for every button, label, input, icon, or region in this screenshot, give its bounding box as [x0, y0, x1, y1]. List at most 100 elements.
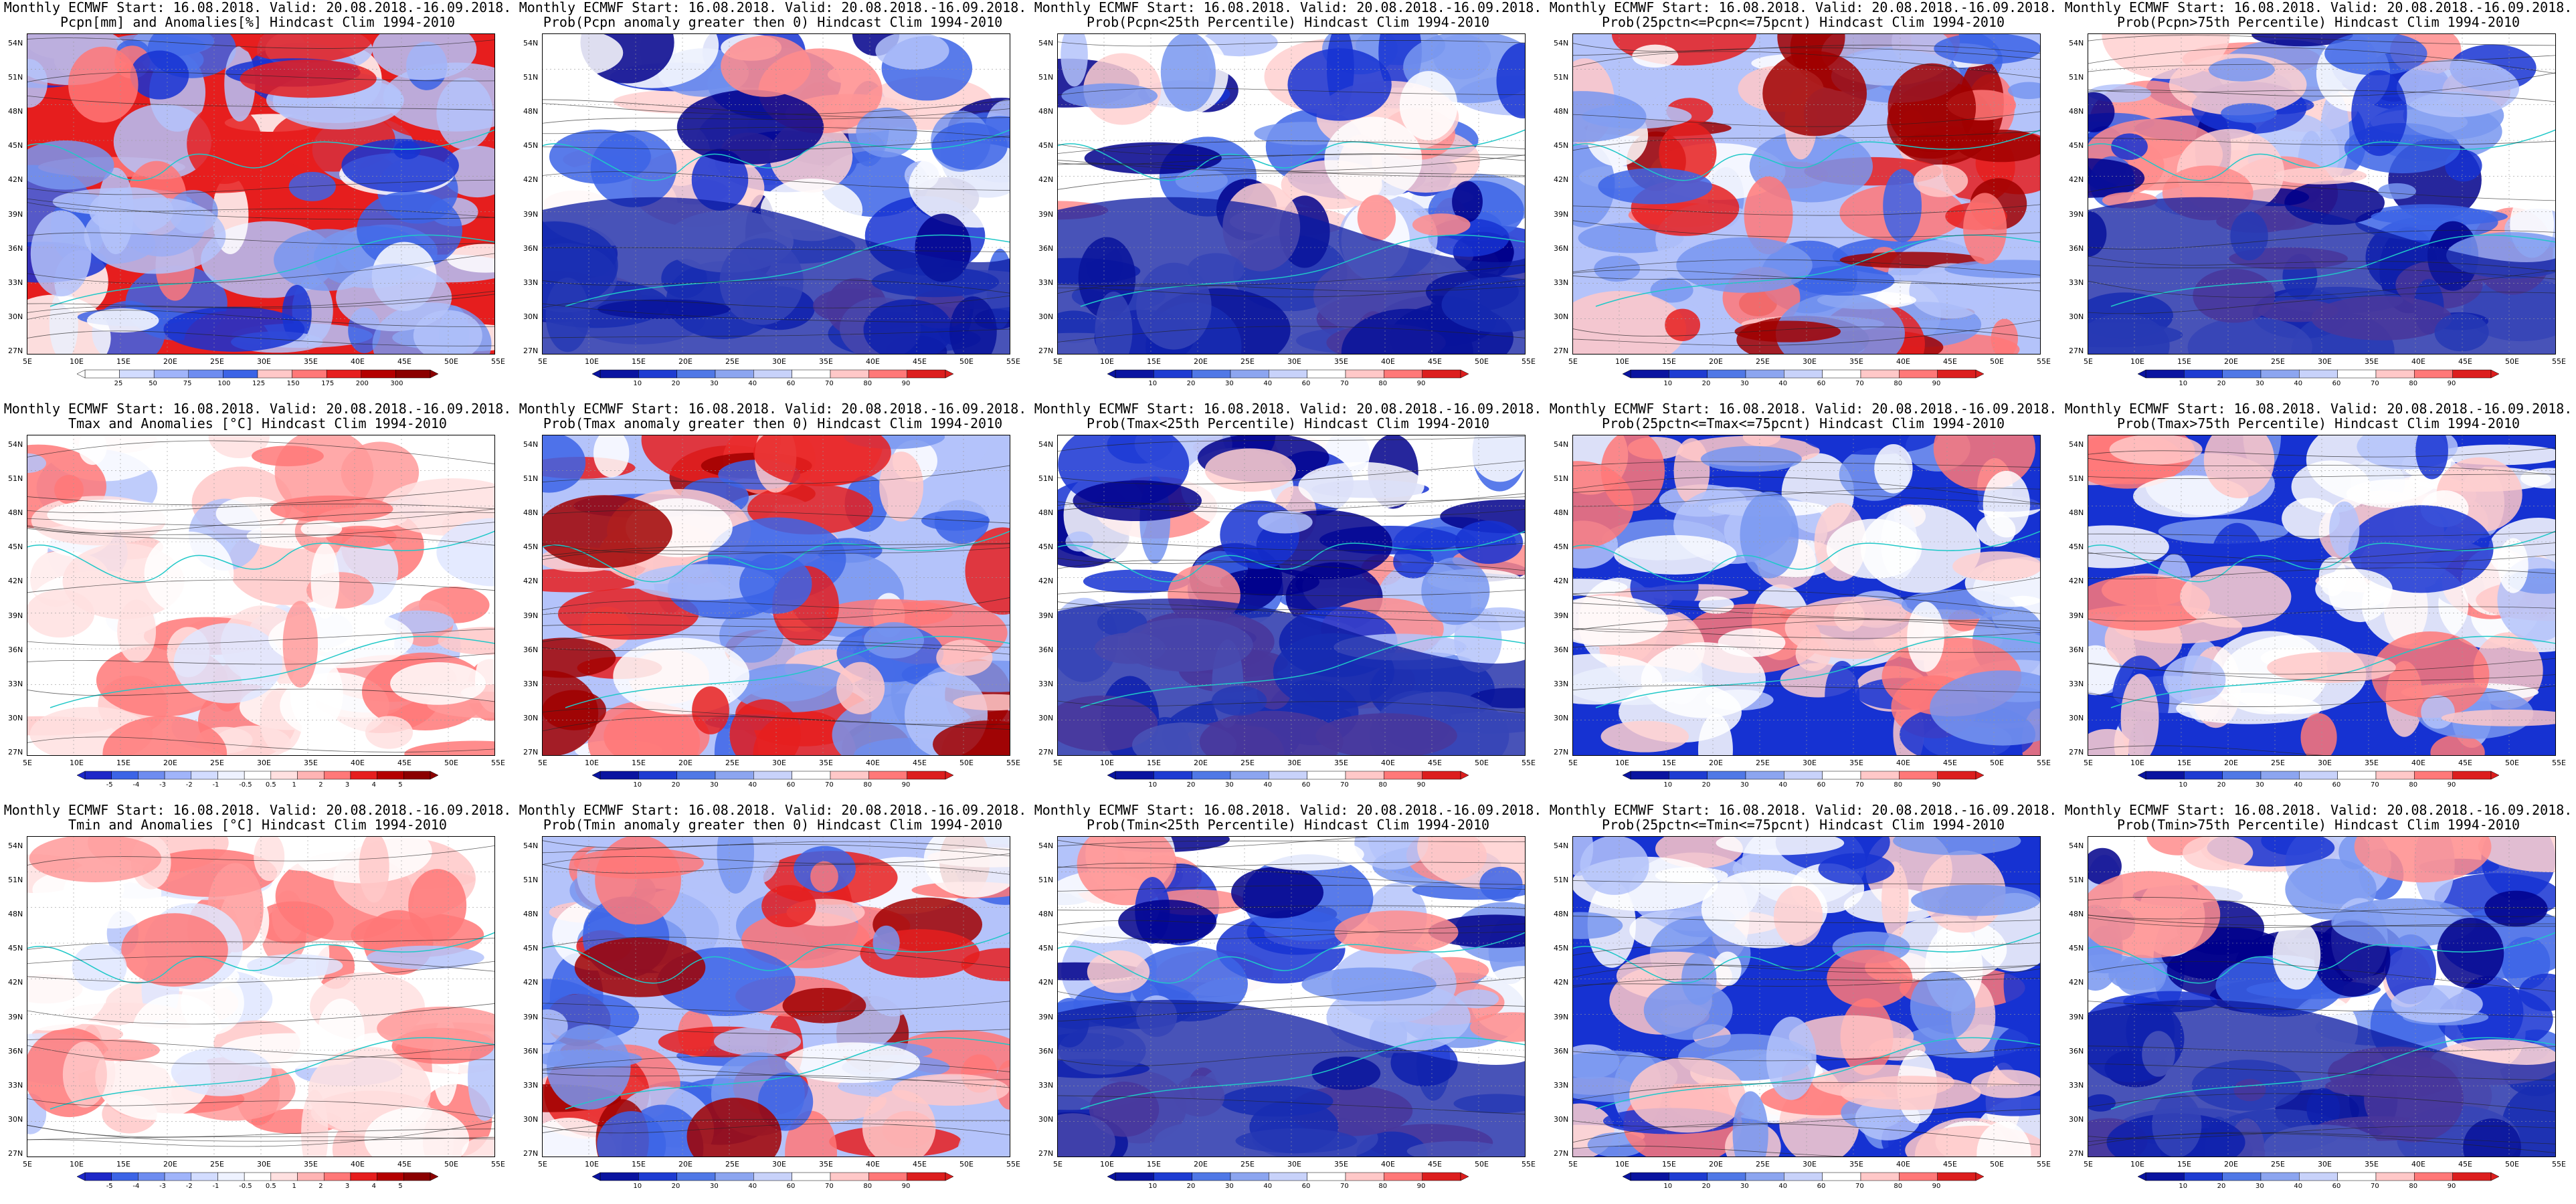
colorbar-segment: [84, 1172, 112, 1181]
lat-label: 30N: [1554, 312, 1569, 321]
colorbar-label: 30: [1740, 781, 1749, 789]
colorbar: [1107, 1172, 1469, 1181]
shaded-region: [729, 699, 801, 756]
lon-label: 30E: [772, 759, 786, 767]
lat-label: 36N: [1554, 243, 1569, 253]
title-line-2: Prob(Pcpn>75th Percentile) Hindcast Clim…: [2116, 14, 2520, 30]
colorbar-label: 20: [1186, 1183, 1196, 1190]
colorbar-label: 20: [671, 380, 680, 387]
colorbar-segment: [1630, 1172, 1669, 1181]
contour-line: [1572, 969, 2041, 987]
contour-line: [542, 843, 1010, 857]
lat-label: 48N: [2069, 508, 2084, 518]
colorbar-segment: [1937, 1172, 1976, 1181]
shaded-region: [2415, 435, 2448, 480]
shaded-region: [2120, 674, 2159, 756]
shaded-region: [836, 662, 885, 714]
contour-line: [1572, 880, 2041, 885]
map-panel: Monthly ECMWF Start: 16.08.2018. Valid: …: [2061, 401, 2576, 803]
contour-line: [2088, 265, 2556, 280]
shaded-region: [557, 588, 699, 640]
lat-label: 30N: [523, 713, 539, 722]
lon-label: 25E: [725, 759, 739, 767]
shaded-region: [30, 210, 92, 297]
contour-line: [1057, 862, 1526, 869]
contour-line: [1057, 264, 1526, 287]
map-field: [27, 33, 495, 355]
contour-line: [1057, 496, 1526, 511]
colorbar-segment: [326, 369, 362, 379]
lon-label: 55E: [1522, 759, 1536, 767]
shaded-region: [1572, 595, 1668, 646]
colorbar-segment: [907, 1172, 946, 1181]
lat-label: 42N: [1038, 978, 1054, 987]
lat-label: 39N: [1038, 611, 1054, 620]
contour-line: [542, 547, 1010, 561]
lat-label: 45N: [523, 944, 539, 953]
colorbar-label: 175: [321, 380, 335, 387]
colorbar-segment: [2222, 1172, 2262, 1181]
lon-label: 20E: [2224, 357, 2238, 366]
lat-label: 36N: [8, 645, 23, 654]
colorbar: [1107, 771, 1469, 780]
lon-label: 55E: [491, 1160, 505, 1169]
lon-label: 25E: [2271, 1160, 2285, 1169]
shaded-region: [1231, 866, 1324, 918]
lon-label: 40E: [2411, 759, 2425, 767]
colorbar-segment: [1669, 771, 1708, 780]
coastline: [27, 129, 495, 181]
lon-label: 10E: [1615, 357, 1629, 366]
shaded-region: [1833, 601, 1865, 631]
lon-label: 25E: [1240, 1160, 1255, 1169]
shaded-region: [1572, 290, 1687, 355]
lon-label: 50E: [1475, 1160, 1489, 1169]
lon-label: 45E: [1943, 1160, 1957, 1169]
colorbar-label: 40: [1263, 781, 1273, 789]
title-line-2: Prob(Tmax<25th Percentile) Hindcast Clim…: [1086, 415, 1490, 431]
colorbar-segment: [1745, 1172, 1784, 1181]
lat-label: 51N: [1038, 73, 1054, 82]
contour-line: [1572, 204, 2041, 216]
contour-line: [1057, 923, 1526, 940]
colorbar-label: 60: [1301, 380, 1311, 387]
contour-line: [542, 1056, 1010, 1072]
lat-label: 39N: [8, 611, 23, 620]
lat-label: 30N: [2069, 1114, 2084, 1124]
contour-line: [542, 510, 1010, 524]
contour-line: [542, 645, 1010, 655]
shaded-region: [1061, 83, 1158, 109]
contour-line: [1057, 435, 1526, 452]
title-line-1: Monthly ECMWF Start: 16.08.2018. Valid: …: [1549, 0, 2057, 15]
contour-line: [1057, 559, 1526, 579]
lat-label: 33N: [1554, 1080, 1569, 1090]
contour-line: [1057, 326, 1526, 342]
panel-title: Monthly ECMWF Start: 16.08.2018. Valid: …: [0, 0, 515, 29]
colorbar-label: 30: [1225, 380, 1234, 387]
colorbar-label: 80: [2409, 380, 2418, 387]
colorbar: [592, 1172, 953, 1181]
colorbar-segment: [2414, 771, 2453, 780]
colorbar-label: 40: [1778, 1183, 1788, 1190]
colorbar-label: -3: [159, 1183, 167, 1190]
lat-label: 27N: [523, 346, 539, 355]
colorbar-segment: [2184, 369, 2223, 379]
coastline: [1595, 1037, 2041, 1110]
lon-label: 5E: [23, 759, 32, 767]
lon-label: 10E: [70, 1160, 84, 1169]
shaded-region: [1930, 670, 2041, 746]
shaded-region: [1469, 1012, 1526, 1042]
lon-label: 30E: [1287, 357, 1301, 366]
lon-label: 25E: [1756, 759, 1770, 767]
lon-label: 45E: [1943, 759, 1957, 767]
lon-label: 20E: [678, 759, 693, 767]
lat-label: 54N: [1038, 39, 1054, 47]
colorbar-segment: [830, 771, 869, 780]
colorbar-segment: [1384, 369, 1422, 379]
colorbar-segment: [638, 771, 677, 780]
colorbar-segment: [1745, 369, 1784, 379]
contour-line: [1057, 493, 1526, 512]
colorbar-label: 80: [863, 1183, 872, 1190]
contour-line: [2088, 897, 2556, 917]
shaded-region: [1334, 910, 1459, 955]
panel-title: Monthly ECMWF Start: 16.08.2018. Valid: …: [515, 803, 1030, 832]
